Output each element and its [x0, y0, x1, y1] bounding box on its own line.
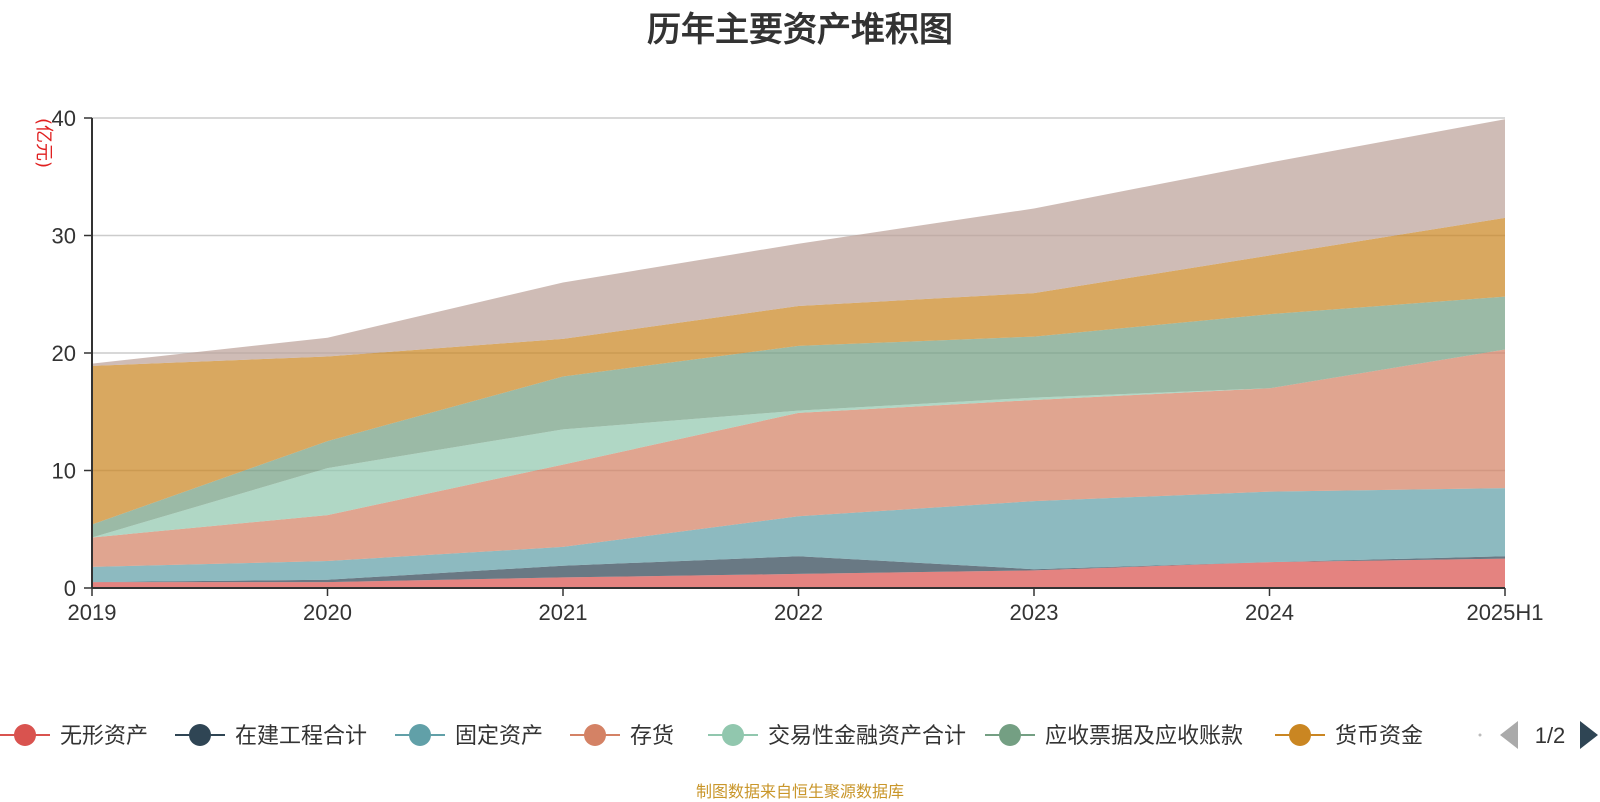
x-tick-label: 2019 [68, 600, 117, 625]
legend: 无形资产 在建工程合计 固定资产 存货 交易性金融资产合计 应收票据及应收账款 货币资金 1/… [0, 721, 1598, 749]
legend-swatch-dot [189, 724, 211, 746]
x-tick-label: 2021 [539, 600, 588, 625]
area-series-0 [92, 558, 1505, 588]
y-tick-label: 0 [64, 576, 76, 601]
legend-prev-page-icon[interactable] [1500, 721, 1518, 749]
legend-item[interactable]: 无形资产 [0, 723, 148, 748]
data-source-note: 制图数据来自恒生聚源数据库 [695, 782, 904, 801]
legend-swatch-dot [14, 724, 36, 746]
legend-swatch-dot [999, 724, 1021, 746]
y-tick-label: 30 [52, 224, 76, 249]
legend-item[interactable]: 存货 [570, 723, 674, 748]
area-series-5 [92, 296, 1505, 538]
area-series-1 [92, 556, 1505, 583]
legend-label: 无形资产 [60, 723, 148, 748]
area-series-4 [92, 349, 1505, 538]
legend-item[interactable]: 应收票据及应收账款 [985, 723, 1243, 748]
legend-label: 在建工程合计 [235, 723, 367, 748]
legend-swatch-dot [722, 724, 744, 746]
y-tick-label: 20 [52, 341, 76, 366]
legend-item[interactable]: 交易性金融资产合计 [708, 723, 966, 748]
legend-label: 交易性金融资产合计 [768, 723, 966, 748]
legend-swatch-dot [409, 724, 431, 746]
x-tick-label: 2022 [774, 600, 823, 625]
x-tick-label: 2024 [1245, 600, 1294, 625]
y-axis-unit-label: (亿元) [33, 118, 54, 168]
legend-item[interactable]: 货币资金 [1275, 723, 1423, 748]
area-series-6 [92, 217, 1505, 525]
legend-page-indicator: 1/2 [1535, 723, 1566, 748]
legend-item[interactable]: 在建工程合计 [175, 723, 367, 748]
y-tick-label: 10 [52, 459, 76, 484]
x-tick-label: 2025H1 [1466, 600, 1543, 625]
legend-label: 货币资金 [1335, 723, 1423, 748]
chart-title: 历年主要资产堆积图 [647, 10, 953, 50]
area-series-3 [92, 349, 1505, 567]
legend-swatch-dot [1289, 724, 1311, 746]
legend-overflow-dot [1478, 733, 1482, 737]
x-tick-label: 2020 [303, 600, 352, 625]
legend-label: 固定资产 [455, 723, 543, 748]
area-series-7 [92, 119, 1505, 366]
legend-label: 应收票据及应收账款 [1045, 723, 1243, 748]
legend-label: 存货 [630, 723, 674, 748]
area-series-2 [92, 488, 1505, 583]
legend-item[interactable]: 固定资产 [395, 723, 543, 748]
area-series-layer [92, 119, 1505, 588]
legend-swatch-dot [584, 724, 606, 746]
axes: 0 10 20 30 40 2019 2020 2021 2022 2023 2024 2025H1 (… [33, 106, 1544, 625]
y-tick-label: 40 [52, 106, 76, 131]
x-tick-label: 2023 [1010, 600, 1059, 625]
legend-next-page-icon[interactable] [1580, 721, 1598, 749]
